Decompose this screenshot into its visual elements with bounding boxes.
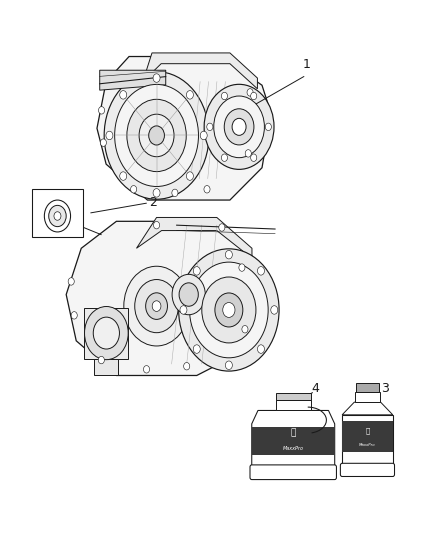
Circle shape — [127, 99, 186, 172]
Circle shape — [152, 301, 161, 311]
Circle shape — [146, 293, 167, 319]
Circle shape — [172, 274, 205, 315]
Circle shape — [202, 277, 256, 343]
Circle shape — [179, 283, 198, 306]
Bar — [32, 189, 82, 237]
Circle shape — [226, 251, 233, 259]
Text: MaxxPro: MaxxPro — [283, 446, 304, 451]
Bar — [252, 427, 335, 455]
Circle shape — [68, 278, 74, 285]
Circle shape — [99, 107, 105, 114]
Circle shape — [187, 91, 194, 99]
Polygon shape — [100, 70, 166, 90]
Circle shape — [153, 189, 160, 197]
Circle shape — [190, 262, 268, 358]
Text: Ⓜ: Ⓜ — [365, 427, 370, 434]
Circle shape — [153, 221, 159, 229]
Polygon shape — [97, 56, 271, 200]
Circle shape — [180, 306, 187, 314]
Circle shape — [124, 266, 189, 346]
Circle shape — [54, 212, 61, 220]
Circle shape — [223, 303, 235, 318]
Circle shape — [247, 88, 253, 96]
Circle shape — [104, 71, 209, 199]
Text: MaxxPro: MaxxPro — [359, 442, 376, 447]
Circle shape — [184, 362, 190, 370]
Circle shape — [193, 345, 200, 353]
Circle shape — [271, 306, 278, 314]
FancyBboxPatch shape — [250, 465, 336, 480]
Circle shape — [139, 114, 174, 157]
Circle shape — [85, 306, 128, 360]
Bar — [342, 421, 393, 452]
Circle shape — [200, 131, 207, 140]
Circle shape — [44, 200, 71, 232]
Circle shape — [232, 118, 246, 135]
Circle shape — [251, 92, 257, 100]
Circle shape — [120, 172, 127, 180]
Circle shape — [71, 312, 77, 319]
Circle shape — [221, 154, 227, 161]
Polygon shape — [342, 402, 393, 415]
Circle shape — [258, 345, 265, 353]
Circle shape — [153, 74, 160, 82]
Circle shape — [239, 264, 245, 271]
Circle shape — [265, 123, 272, 131]
Text: 4: 4 — [311, 382, 319, 395]
Polygon shape — [355, 392, 380, 402]
Circle shape — [221, 92, 227, 100]
Circle shape — [245, 150, 251, 157]
Circle shape — [187, 172, 194, 180]
Circle shape — [219, 224, 225, 231]
Circle shape — [193, 266, 200, 275]
Circle shape — [106, 131, 113, 140]
Polygon shape — [94, 359, 118, 375]
Circle shape — [144, 366, 150, 373]
Polygon shape — [137, 217, 252, 259]
Text: 1: 1 — [302, 58, 310, 71]
Circle shape — [258, 266, 265, 275]
Polygon shape — [276, 400, 311, 410]
Circle shape — [204, 185, 210, 193]
Circle shape — [179, 249, 279, 371]
Polygon shape — [66, 221, 267, 375]
Circle shape — [204, 84, 274, 169]
Circle shape — [115, 84, 198, 187]
Circle shape — [172, 189, 178, 197]
Polygon shape — [84, 308, 128, 359]
Text: 3: 3 — [381, 382, 389, 395]
Circle shape — [120, 91, 127, 99]
Circle shape — [149, 126, 164, 145]
Polygon shape — [252, 410, 335, 470]
Circle shape — [49, 205, 66, 227]
Circle shape — [100, 139, 106, 147]
Text: 2: 2 — [149, 196, 157, 209]
FancyBboxPatch shape — [340, 463, 395, 477]
Circle shape — [98, 357, 104, 364]
Circle shape — [93, 317, 120, 349]
Circle shape — [224, 109, 254, 145]
Polygon shape — [356, 383, 378, 392]
Circle shape — [226, 361, 233, 369]
Polygon shape — [143, 53, 258, 89]
Circle shape — [214, 96, 265, 158]
Circle shape — [131, 185, 137, 193]
Circle shape — [207, 123, 213, 131]
Circle shape — [242, 326, 248, 333]
Circle shape — [215, 293, 243, 327]
Circle shape — [251, 154, 257, 161]
Text: Ⓜ: Ⓜ — [290, 429, 296, 437]
Polygon shape — [276, 393, 311, 400]
Circle shape — [135, 279, 178, 333]
Polygon shape — [342, 415, 393, 467]
